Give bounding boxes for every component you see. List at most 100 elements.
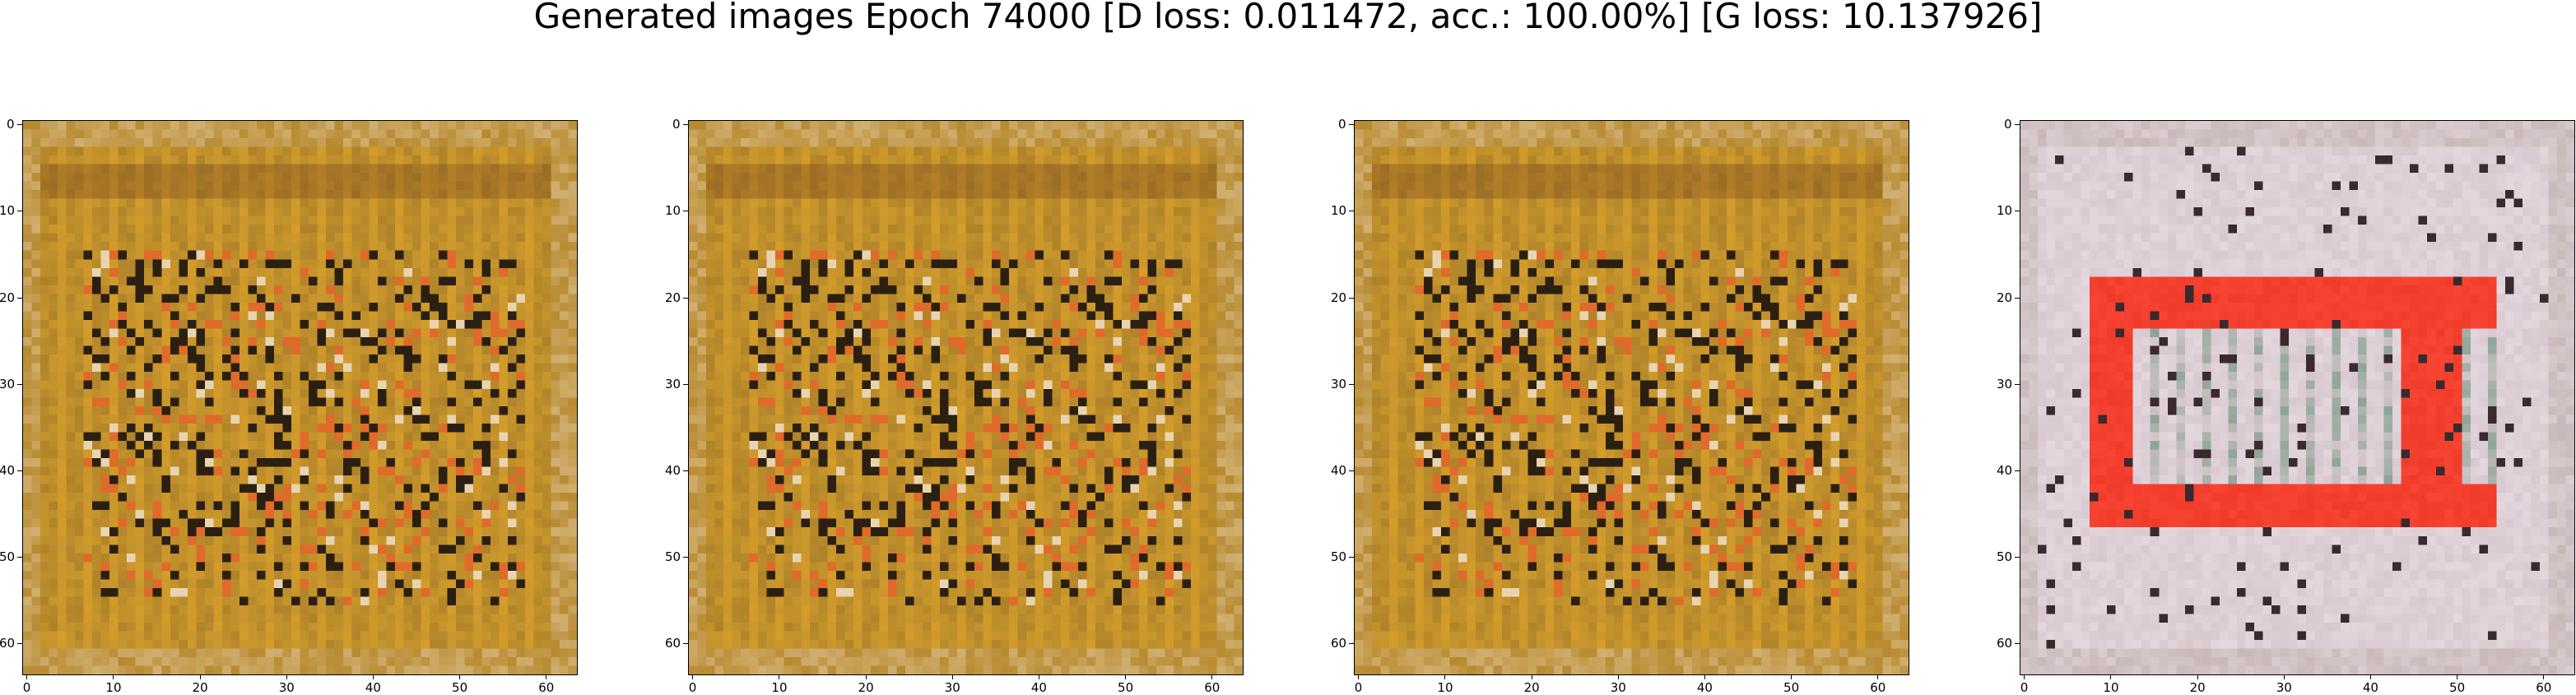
x-tick [1877, 674, 1879, 679]
y-tick-label: 50 [0, 549, 16, 565]
x-tick-label: 60 [1870, 680, 1886, 695]
x-tick-label: 30 [1610, 680, 1626, 695]
generated-image-4: 0 10 20 30 40 50 60 0 10 20 30 40 50 60 [1997, 118, 2575, 694]
x-tick-label: 0 [22, 680, 31, 695]
y-tick-label: 0 [1338, 117, 1346, 132]
x-tick-label: 40 [1030, 680, 1047, 695]
y-tick-label: 40 [665, 462, 681, 478]
x-tick [2024, 674, 2025, 679]
x-tick [459, 674, 461, 679]
x-tick-label: 20 [1523, 680, 1540, 695]
y-tick [17, 470, 22, 471]
y-tick-label: 0 [7, 117, 15, 132]
x-tick [1444, 674, 1446, 679]
figure-title: Generated images Epoch 74000 [D loss: 0.… [533, 0, 2043, 36]
x-tick-label: 30 [2276, 680, 2292, 695]
y-tick-label: 60 [0, 636, 16, 651]
y-tick-label: 0 [672, 117, 681, 132]
x-tick [286, 674, 287, 679]
y-tick-label: 60 [665, 636, 681, 651]
x-tick [1704, 674, 1705, 679]
y-tick [683, 383, 688, 385]
y-tick-label: 50 [1331, 549, 1347, 565]
x-tick-label: 0 [1354, 680, 1363, 695]
y-tick [17, 643, 22, 645]
y-tick-label: 10 [1997, 203, 2013, 219]
y-tick [1349, 557, 1354, 558]
y-tick-label: 20 [0, 290, 16, 305]
x-tick [2110, 674, 2112, 679]
x-tick-label: 20 [192, 680, 208, 695]
y-tick [1349, 297, 1354, 299]
x-tick-label: 50 [1118, 680, 1134, 695]
y-tick [17, 557, 22, 558]
y-tick [2015, 643, 2020, 645]
y-tick-label: 20 [665, 290, 681, 305]
y-tick-label: 40 [1331, 462, 1347, 478]
y-tick-label: 0 [2004, 117, 2012, 132]
x-tick [692, 674, 694, 679]
x-tick-label: 10 [105, 680, 122, 695]
x-tick-label: 40 [1696, 680, 1713, 695]
y-tick [683, 643, 688, 645]
generated-image-2: 0 10 20 30 40 50 60 0 10 20 30 40 50 60 [665, 118, 1244, 694]
x-tick-label: 30 [278, 680, 295, 695]
x-tick-label: 60 [2536, 680, 2552, 695]
x-tick-label: 10 [2103, 680, 2119, 695]
x-tick-label: 50 [2449, 680, 2466, 695]
generated-pixels [2020, 121, 2574, 674]
x-tick-label: 50 [452, 680, 468, 695]
x-tick-label: 10 [771, 680, 788, 695]
x-tick-label: 10 [1437, 680, 1453, 695]
y-tick [2015, 297, 2020, 299]
generated-image-3: 0 10 20 30 40 50 60 0 10 20 30 40 50 60 [1331, 118, 1909, 694]
y-tick [1349, 470, 1354, 471]
y-tick-label: 30 [1331, 376, 1347, 392]
y-tick [17, 124, 22, 126]
x-tick-label: 30 [944, 680, 960, 695]
x-tick [1211, 674, 1213, 679]
y-tick [2015, 124, 2020, 126]
y-tick [683, 557, 688, 558]
y-tick [683, 297, 688, 299]
x-tick [113, 674, 114, 679]
x-tick [865, 674, 867, 679]
x-tick-label: 60 [538, 680, 555, 695]
y-tick-label: 60 [1997, 636, 2013, 651]
y-tick [1349, 383, 1354, 385]
image-frame [2020, 120, 2575, 675]
y-tick-label: 20 [1997, 290, 2013, 305]
y-tick-label: 40 [0, 462, 16, 478]
image-frame [1354, 120, 1909, 675]
generated-image-1: 0 10 20 30 40 50 60 0 10 20 30 40 50 60 [0, 118, 578, 694]
y-tick [683, 124, 688, 126]
x-tick-label: 20 [858, 680, 874, 695]
x-tick [26, 674, 28, 679]
y-tick-label: 10 [0, 203, 16, 219]
generated-pixels [23, 121, 577, 674]
x-tick [2369, 674, 2371, 679]
x-tick [199, 674, 201, 679]
x-tick-label: 40 [365, 680, 381, 695]
y-tick [2015, 383, 2020, 385]
x-tick [1125, 674, 1127, 679]
x-tick-label: 60 [1204, 680, 1221, 695]
y-tick-label: 40 [1997, 462, 2013, 478]
y-tick [2015, 557, 2020, 558]
y-tick [2015, 470, 2020, 471]
y-tick [1349, 124, 1354, 126]
image-frame [22, 120, 578, 675]
x-tick [951, 674, 953, 679]
x-tick-label: 0 [688, 680, 697, 695]
y-tick [17, 297, 22, 299]
x-tick [2197, 674, 2198, 679]
generated-pixels [689, 121, 1243, 674]
y-tick-label: 30 [0, 376, 16, 392]
y-tick-label: 30 [1997, 376, 2013, 392]
image-frame [688, 120, 1244, 675]
x-tick [2543, 674, 2545, 679]
x-tick [1358, 674, 1360, 679]
y-tick-label: 20 [1331, 290, 1347, 305]
y-tick [1349, 643, 1354, 645]
y-tick [683, 470, 688, 471]
